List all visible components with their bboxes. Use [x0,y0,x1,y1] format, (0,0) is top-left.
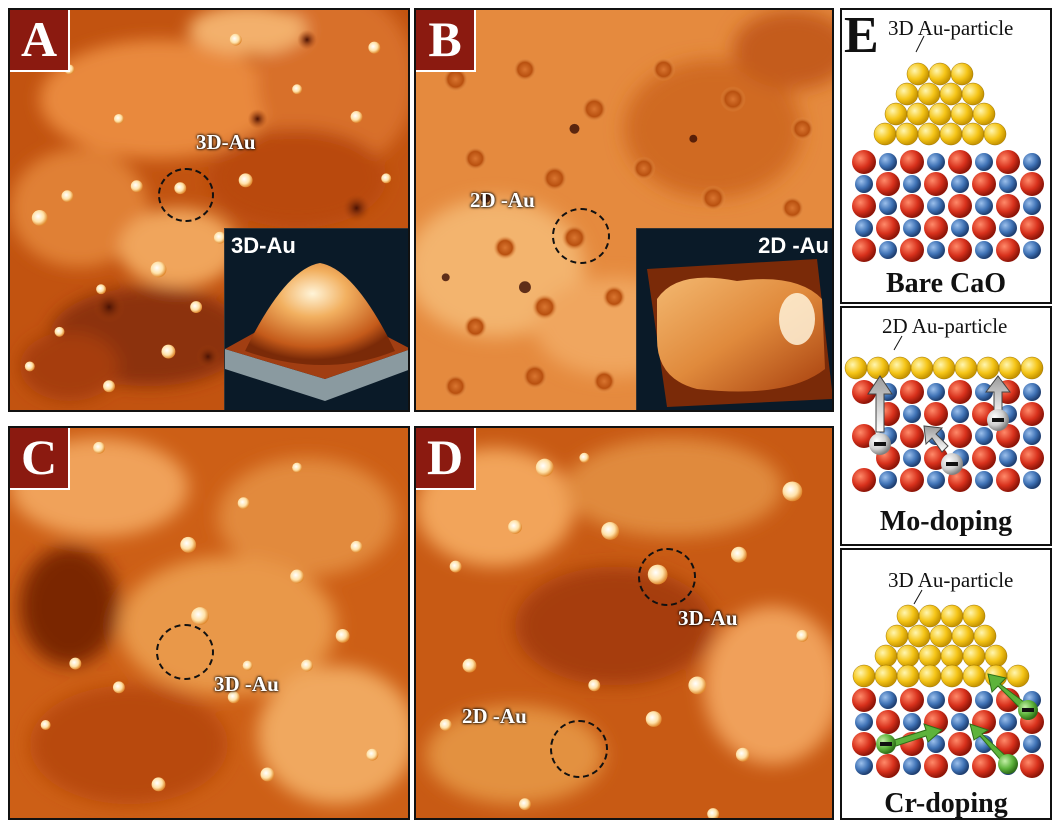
mo-dopant-arrows [867,375,1011,475]
label-3d-au-d: 3D-Au [678,606,738,630]
label-3d-au-a: 3D-Au [196,130,256,154]
panel-b: B 2D -Au 2D -Au [414,8,834,412]
panel-letter-a: A [10,10,70,72]
panel-e-mo-doping: 2D Au-particle Mo-doping [840,306,1052,546]
panel-letter-d: D [416,428,476,490]
model-mo-doping [844,335,1044,492]
panel-e-bare-cao: E 3D Au-particle Bare CaO [840,8,1052,304]
stm-image-a [10,10,408,410]
label-2d-au-b: 2D -Au [470,188,535,212]
panel-c: C 3D -Au [8,426,410,820]
title-mo-doping: Mo-doping [879,506,1013,537]
title-cr-doping: Cr-doping [884,788,1008,819]
inset-2d-au: 2D -Au [636,228,832,410]
highlight-circle-a [158,168,214,222]
label-2d-au-d: 2D -Au [462,704,527,728]
highlight-circle-c [156,624,214,680]
label-3d-au-c: 3D -Au [214,672,279,696]
caption-3d-au-top: 3D Au-particle [888,16,1014,40]
inset-label-3d-au: 3D-Au [231,233,296,258]
panel-d: D 3D-Au 2D -Au [414,426,834,820]
panel-a: A 3D-Au 3D-Au [8,8,410,412]
model-cr-doping [852,589,1044,778]
inset-label-2d-au: 2D -Au [758,233,829,258]
cr-dopant-arrows [876,673,1038,774]
panel-letter-e: E [844,8,879,64]
highlight-circle-d-3d [638,548,696,606]
inset-3d-surface [225,263,408,401]
inset-2d-surface [647,259,832,407]
caption-3d-au-bottom: 3D Au-particle [888,568,1014,592]
model-bare-cao [852,35,1044,262]
highlight-circle-d-2d [550,720,608,778]
highlight-circle-b [552,208,610,264]
inset-3d-au: 3D-Au [224,228,408,410]
stm-image-d [416,428,832,818]
cao-lattice-top [852,150,1044,262]
title-bare-cao: Bare CaO [885,268,1007,299]
panel-letter-c: C [10,428,70,490]
caption-2d-au-middle: 2D Au-particle [882,314,1008,338]
panel-letter-b: B [416,10,476,72]
panel-e-cr-doping: 3D Au-particle Cr-doping [840,548,1052,820]
